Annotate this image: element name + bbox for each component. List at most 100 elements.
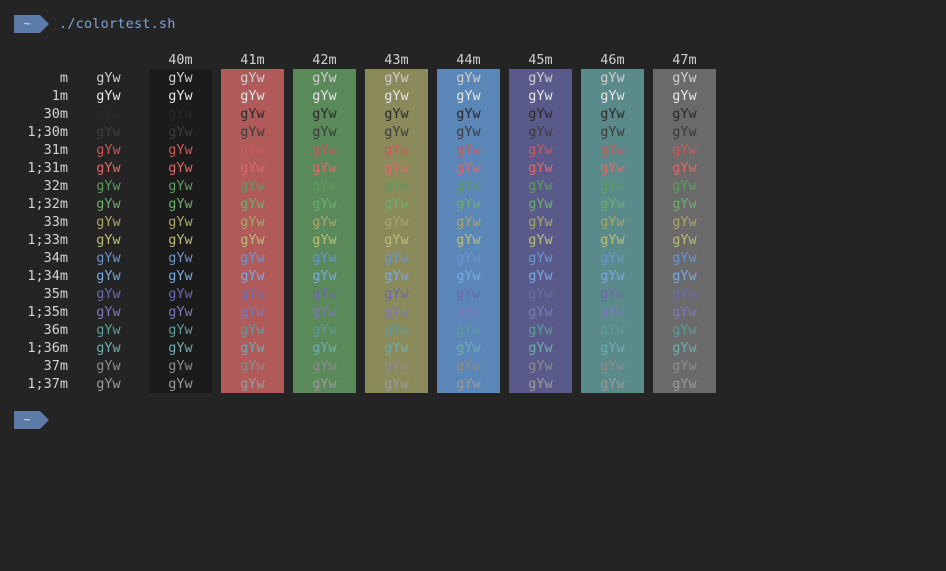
row-label: 1;36m [27, 340, 68, 356]
sample-text: gYw [672, 286, 697, 302]
sample-text: gYw [384, 232, 409, 248]
sample-text: gYw [240, 124, 265, 140]
sample-text: gYw [240, 214, 265, 230]
sample-text: gYw [456, 322, 481, 338]
row-label: 1m [51, 88, 68, 104]
sample-text: gYw [528, 196, 553, 212]
sample-text: gYw [672, 376, 697, 392]
sample-text: gYw [312, 88, 337, 104]
sample-text: gYw [96, 124, 121, 140]
sample-text: gYw [240, 106, 265, 122]
sample-text: gYw [600, 304, 625, 320]
sample-text: gYw [672, 196, 697, 212]
sample-text: gYw [672, 250, 697, 266]
sample-text: gYw [240, 88, 265, 104]
bg-column: gYw gYw gYw gYw gYw gYw gYw gYw gYw gYw gYw gYw gYw g… [509, 69, 572, 393]
sample-text: gYw [240, 232, 265, 248]
sample-text: gYw [240, 376, 265, 392]
sample-text: gYw [456, 232, 481, 248]
sample-text: gYw [600, 268, 625, 284]
sample-text: gYw [672, 232, 697, 248]
sample-text: gYw [456, 178, 481, 194]
sample-text: gYw [456, 304, 481, 320]
sample-text: gYw [600, 286, 625, 302]
sample-text: gYw [312, 304, 337, 320]
bg-column: gYw gYw gYw gYw gYw gYw gYw gYw gYw gYw gYw gYw gYw g… [293, 69, 356, 393]
sample-text: gYw [672, 178, 697, 194]
row-label: 34m [43, 250, 68, 266]
sample-text: gYw [528, 268, 553, 284]
sample-text: gYw [384, 88, 409, 104]
sample-text: gYw [96, 376, 121, 392]
bg-column: gYw gYw gYw gYw gYw gYw gYw gYw gYw gYw gYw gYw gYw g… [653, 69, 716, 393]
sample-text: gYw [528, 340, 553, 356]
sample-text: gYw [384, 70, 409, 86]
row-label: 31m [43, 142, 68, 158]
row-label: 1;31m [27, 160, 68, 176]
sample-text: gYw [312, 358, 337, 374]
sample-text: gYw [168, 232, 193, 248]
sample-text: gYw [96, 160, 121, 176]
sample-text: gYw [240, 268, 265, 284]
sample-text: gYw [528, 376, 553, 392]
command-text: ./colortest.sh [59, 16, 176, 32]
sample-text: gYw [168, 178, 193, 194]
sample-text: gYw [96, 304, 121, 320]
sample-text: gYw [96, 106, 121, 122]
sample-text: gYw [240, 322, 265, 338]
sample-text: gYw [600, 142, 625, 158]
sample-text: gYw [240, 250, 265, 266]
sample-text: gYw [384, 160, 409, 176]
sample-text: gYw [672, 358, 697, 374]
sample-text: gYw [456, 340, 481, 356]
sample-text: gYw [96, 340, 121, 356]
sample-text: gYw [528, 232, 553, 248]
bg-column: gYw gYw gYw gYw gYw gYw gYw gYw gYw gYw gYw gYw gYw g… [365, 69, 428, 393]
sample-text: gYw [96, 358, 121, 374]
sample-text: gYw [168, 268, 193, 284]
row-label: 32m [43, 178, 68, 194]
row-label: 36m [43, 322, 68, 338]
column-header: 40m [168, 52, 193, 68]
sample-text: gYw [672, 322, 697, 338]
column-header: 41m [240, 52, 265, 68]
sample-text: gYw [384, 142, 409, 158]
sample-text: gYw [528, 322, 553, 338]
sample-text: gYw [672, 142, 697, 158]
sample-text: gYw [600, 232, 625, 248]
sample-text: gYw [600, 358, 625, 374]
sample-text: gYw [528, 286, 553, 302]
sample-text: gYw [168, 340, 193, 356]
sample-text: gYw [384, 340, 409, 356]
row-label: 1;32m [27, 196, 68, 212]
sample-text: gYw [600, 88, 625, 104]
sample-text: gYw [384, 124, 409, 140]
sample-text: gYw [96, 88, 121, 104]
sample-text: gYw [600, 250, 625, 266]
row-label: 1;33m [27, 232, 68, 248]
sample-text: gYw [384, 214, 409, 230]
prompt-line-1: ~ ./colortest.sh [14, 15, 176, 33]
sample-text: gYw [672, 304, 697, 320]
bg-column: gYw gYw gYw gYw gYw gYw gYw gYw gYw gYw gYw gYw gYw g… [149, 69, 212, 393]
sample-text: gYw [528, 358, 553, 374]
sample-text: gYw [672, 268, 697, 284]
sample-text: gYw [456, 376, 481, 392]
sample-text: gYw [168, 376, 193, 392]
sample-text: gYw [168, 124, 193, 140]
sample-text: gYw [456, 70, 481, 86]
sample-text: gYw [456, 142, 481, 158]
sample-text: gYw [168, 142, 193, 158]
home-badge: ~ [14, 411, 49, 429]
prompt-line-2[interactable]: ~ [14, 411, 49, 429]
row-label: 1;34m [27, 268, 68, 284]
sample-text: gYw [456, 268, 481, 284]
sample-text: gYw [384, 268, 409, 284]
sample-text: gYw [528, 70, 553, 86]
sample-text: gYw [456, 196, 481, 212]
sample-text: gYw [312, 340, 337, 356]
sample-text: gYw [96, 268, 121, 284]
sample-text: gYw [240, 358, 265, 374]
sample-text: gYw [384, 250, 409, 266]
column-header: 45m [528, 52, 553, 68]
